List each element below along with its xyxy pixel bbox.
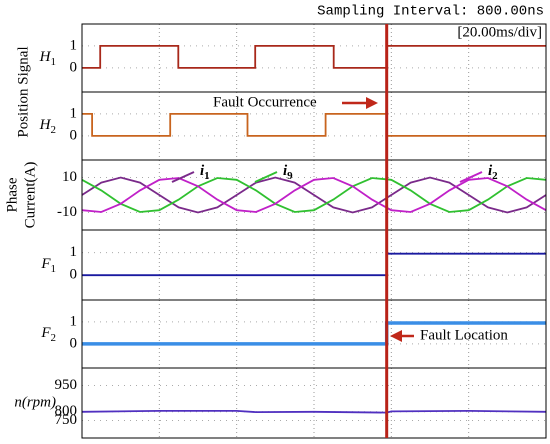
y-axis-label: H1 — [39, 49, 56, 67]
y-tick-label: 1 — [70, 37, 78, 53]
data-line — [81, 177, 547, 213]
y-tick-label: 10 — [62, 169, 77, 185]
y-tick-label: 0 — [70, 127, 78, 143]
y-tick-label: 1 — [70, 244, 78, 260]
group-label: Position Signal — [15, 46, 31, 137]
y-tick-label: 750 — [55, 412, 78, 428]
annotation: Fault Occurrence — [213, 94, 317, 110]
series-arrow — [254, 171, 278, 183]
panel-frame — [81, 229, 547, 301]
data-line — [81, 177, 547, 213]
y-tick-label: 0 — [70, 59, 78, 75]
y-tick-label: 0 — [70, 267, 78, 283]
y-tick-label: -10 — [57, 204, 77, 220]
y-tick-label: 0 — [70, 335, 78, 351]
y-axis-label: Phase — [4, 177, 20, 212]
y-axis-label: Current(A) — [22, 162, 38, 229]
y-tick-label: 1 — [70, 105, 78, 121]
series-arrow — [171, 171, 195, 183]
annotation-arrowhead — [390, 330, 402, 342]
series-label: i9 — [283, 163, 293, 181]
y-tick-label: 1 — [70, 313, 78, 329]
y-axis-label: n(rpm) — [14, 394, 56, 410]
sampling-interval: Sampling Interval: 800.00ns — [317, 4, 544, 20]
y-axis-label: F1 — [40, 256, 56, 274]
series-label: i1 — [200, 163, 210, 181]
panel-frame — [81, 367, 547, 439]
data-line — [81, 176, 547, 214]
y-axis-label: H2 — [39, 117, 56, 135]
annotation-arrowhead — [366, 97, 378, 109]
series-label: i2 — [488, 163, 498, 181]
y-tick-label: 800 — [55, 403, 78, 419]
data-line — [82, 252, 546, 277]
y-axis-label: F2 — [40, 325, 56, 343]
series-arrow — [459, 171, 483, 183]
time-scale: [20.00ms/div] — [457, 24, 542, 40]
y-tick-label: 950 — [55, 377, 78, 393]
data-line — [81, 409, 547, 414]
annotation: Fault Location — [420, 327, 508, 343]
